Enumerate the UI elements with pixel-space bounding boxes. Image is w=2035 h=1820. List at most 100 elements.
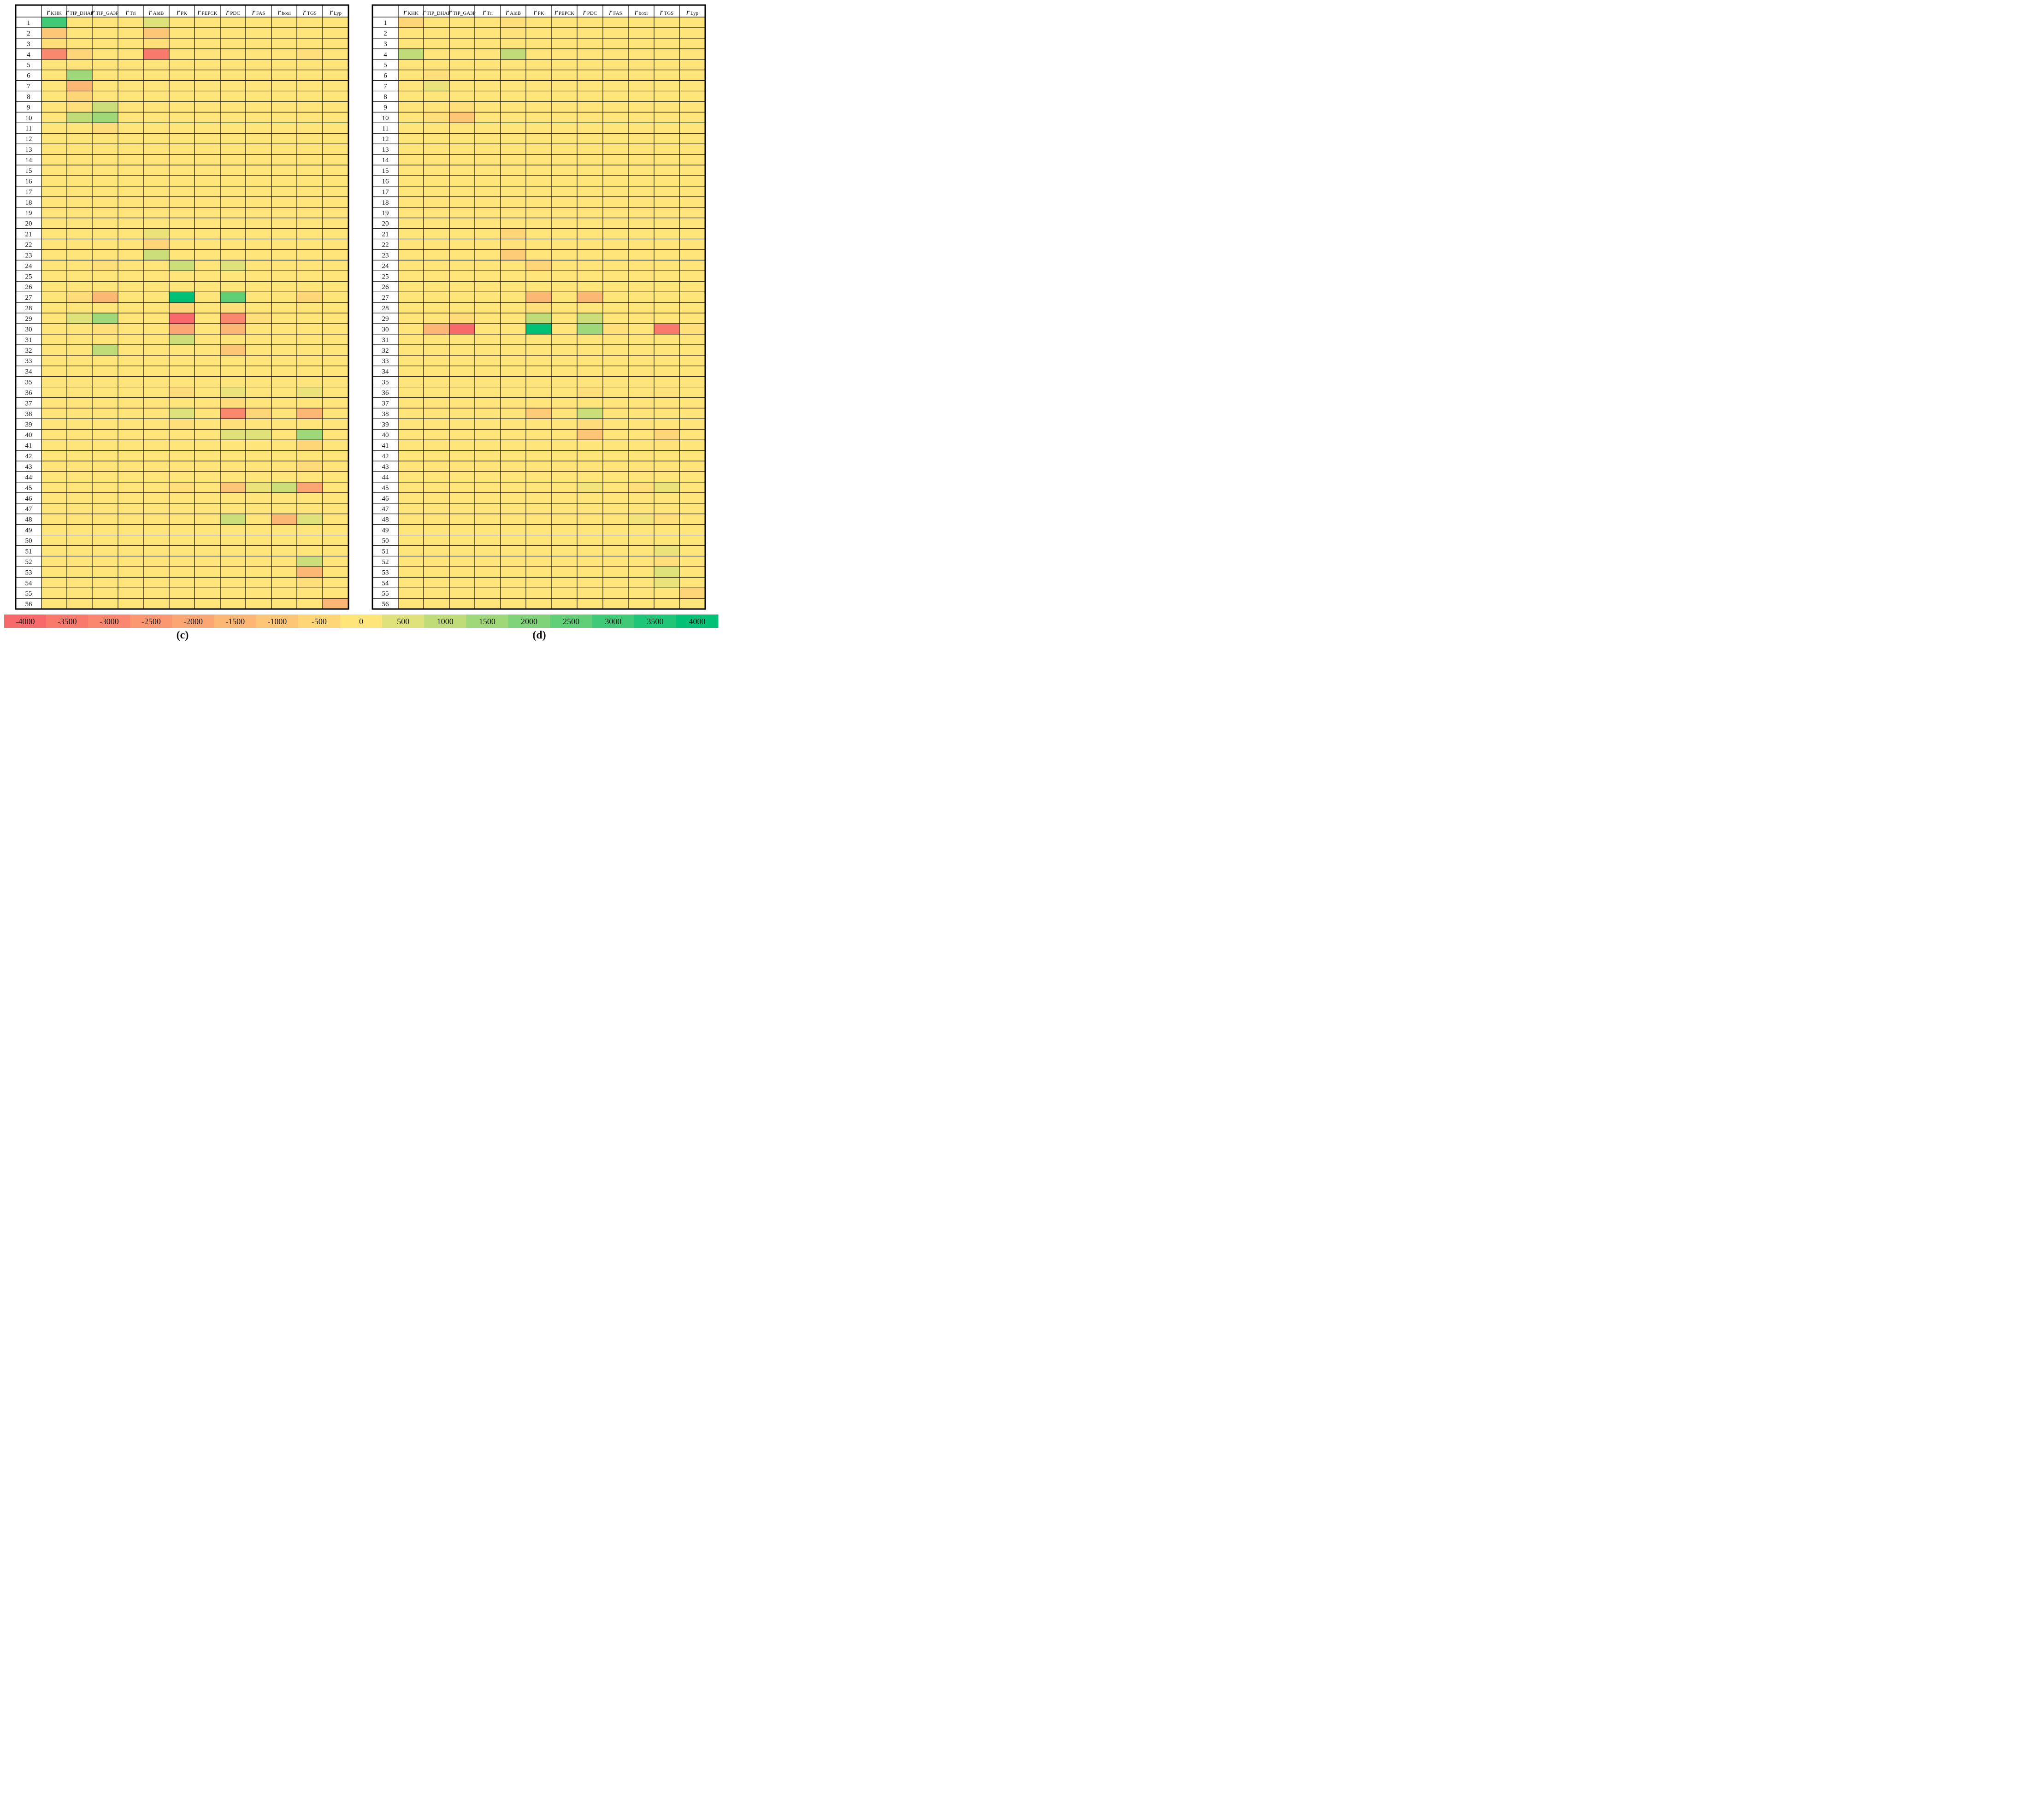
heatmap-cell — [526, 175, 552, 186]
heatmap-cell — [475, 70, 501, 81]
heatmap-cell — [246, 218, 271, 229]
heatmap-cell — [679, 556, 705, 567]
column-header-label: r TIP_GA3P — [448, 7, 476, 17]
heatmap-cell — [679, 567, 705, 578]
heatmap-cell — [679, 196, 705, 207]
heatmap-cell — [118, 376, 143, 387]
heatmap-cell — [220, 545, 246, 556]
heatmap-cell — [501, 154, 526, 165]
heatmap-cell — [398, 535, 424, 546]
heatmap-cell — [118, 218, 143, 229]
heatmap-cell — [449, 577, 475, 588]
heatmap-cell — [297, 355, 323, 366]
heatmap-cell — [67, 535, 92, 546]
heatmap-cell — [92, 450, 118, 461]
heatmap-cell — [169, 154, 195, 165]
heatmap-cell — [398, 91, 424, 102]
row-label: 33 — [25, 358, 32, 365]
heatmap-cell — [323, 492, 348, 503]
heatmap-cell — [628, 80, 654, 91]
heatmap-cell — [603, 334, 628, 345]
row-label: 23 — [382, 252, 389, 259]
heatmap-cell — [526, 38, 552, 49]
heatmap-cell — [67, 228, 92, 239]
heatmap-cell — [143, 355, 169, 366]
heatmap-cell — [169, 260, 195, 271]
heatmap-cell — [654, 38, 679, 49]
row-label: 19 — [25, 210, 32, 217]
heatmap-cell — [195, 577, 220, 588]
heatmap-cell — [475, 577, 501, 588]
heatmap-cell — [41, 492, 67, 503]
heatmap-cell — [424, 218, 449, 229]
heatmap-cell — [679, 17, 705, 28]
heatmap-cell — [449, 397, 475, 408]
heatmap-cell — [603, 567, 628, 578]
heatmap-cell — [118, 482, 143, 493]
heatmap-cell — [679, 218, 705, 229]
heatmap-cell — [41, 376, 67, 387]
heatmap-cell — [398, 27, 424, 38]
row-label: 3 — [27, 41, 30, 48]
heatmap-cell — [246, 101, 271, 112]
heatmap-cell — [67, 492, 92, 503]
heatmap-cell — [628, 101, 654, 112]
heatmap-cell — [297, 112, 323, 123]
row-label: 34 — [382, 368, 389, 376]
heatmap-cell — [246, 175, 271, 186]
heatmap-cell — [41, 80, 67, 91]
heatmap-cell — [67, 524, 92, 535]
heatmap-cell — [398, 17, 424, 28]
legend-swatch — [424, 615, 466, 628]
heatmap-cell — [603, 429, 628, 440]
heatmap-cell — [654, 514, 679, 525]
heatmap-cell — [92, 376, 118, 387]
heatmap-cell — [552, 144, 577, 155]
heatmap-cell — [398, 366, 424, 377]
heatmap-cell — [526, 461, 552, 472]
heatmap-cell — [118, 355, 143, 366]
heatmap-cell — [654, 27, 679, 38]
heatmap-cell — [398, 48, 424, 59]
heatmap-cell — [552, 154, 577, 165]
heatmap-cell — [92, 598, 118, 609]
heatmap-cell — [41, 123, 67, 134]
heatmap-cell — [41, 419, 67, 430]
heatmap-cell — [577, 144, 603, 155]
heatmap-cell — [67, 281, 92, 292]
row-label: 37 — [25, 400, 33, 407]
heatmap-cell — [246, 70, 271, 81]
heatmap-cell — [552, 471, 577, 482]
heatmap-cell — [526, 387, 552, 398]
heatmap-cell — [323, 144, 348, 155]
legend-swatch — [340, 615, 383, 628]
heatmap-cell — [424, 165, 449, 176]
heatmap-cell — [271, 239, 297, 250]
row-label: 39 — [25, 421, 32, 428]
heatmap-cell — [220, 514, 246, 525]
heatmap-cell — [41, 355, 67, 366]
heatmap-cell — [475, 461, 501, 472]
heatmap-cell — [449, 450, 475, 461]
legend-label: -1000 — [267, 617, 287, 626]
heatmap-cell — [67, 186, 92, 197]
heatmap-cell — [424, 334, 449, 345]
heatmap-cell — [118, 334, 143, 345]
heatmap-cell — [603, 70, 628, 81]
heatmap-cell — [526, 514, 552, 525]
heatmap-cell — [654, 80, 679, 91]
heatmap-cell — [246, 323, 271, 334]
row-label: 46 — [25, 495, 33, 502]
heatmap-cell — [246, 588, 271, 599]
heatmap-cell — [424, 292, 449, 303]
heatmap-cell — [424, 524, 449, 535]
heatmap-cell — [577, 492, 603, 503]
heatmap-cell — [526, 366, 552, 377]
heatmap-cell — [220, 302, 246, 313]
heatmap-cell — [552, 38, 577, 49]
column-header-label: r TIP_GA3P — [92, 7, 119, 17]
heatmap-cell — [271, 302, 297, 313]
heatmap-cell — [143, 323, 169, 334]
heatmap-cell — [679, 408, 705, 419]
heatmap-cell — [246, 344, 271, 355]
